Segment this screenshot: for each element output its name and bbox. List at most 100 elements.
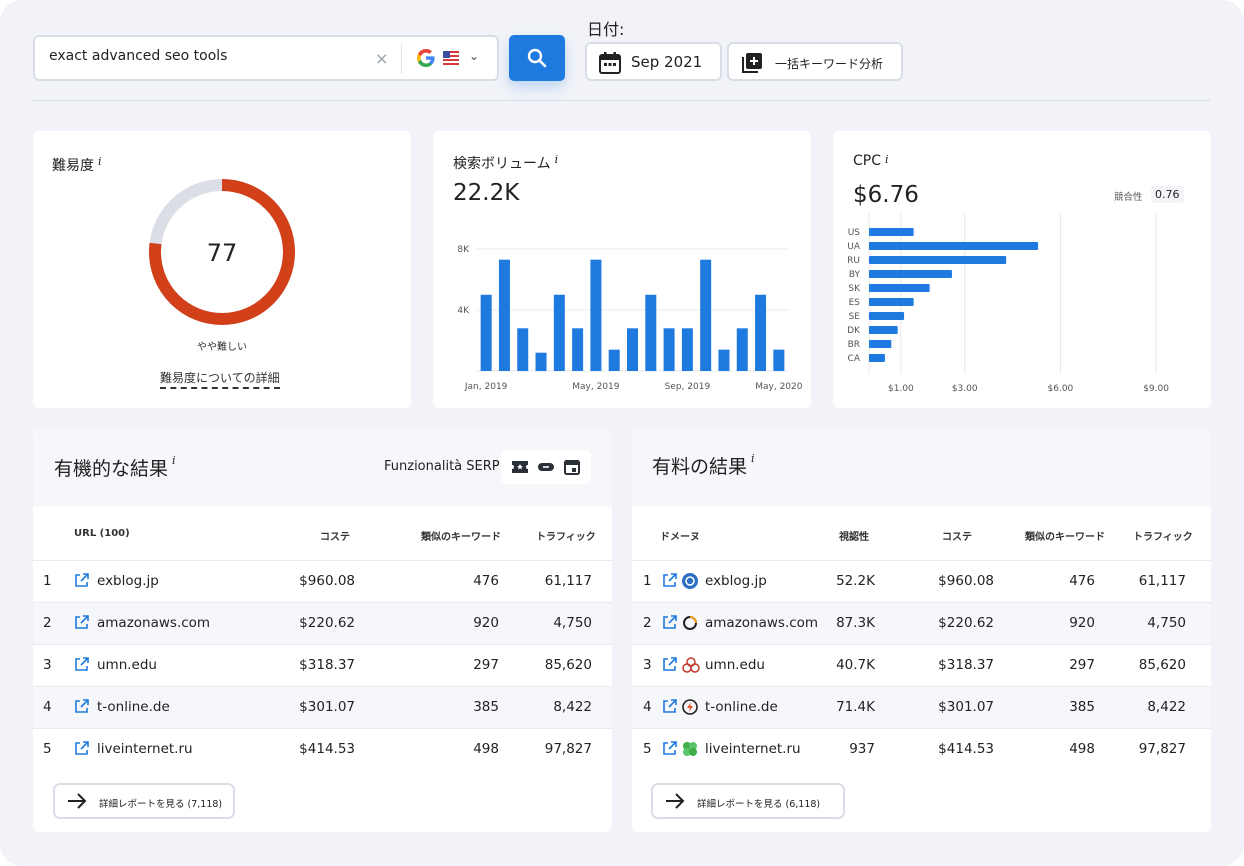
external-link-icon[interactable] (662, 657, 677, 672)
volume-bar[interactable] (755, 294, 767, 371)
table-row[interactable]: 3 umn.edu $318.37 297 85,620 (33, 644, 612, 686)
difficulty-details-link[interactable]: 難易度についての詳細 (160, 369, 280, 389)
domain-link[interactable]: liveinternet.ru (97, 741, 193, 757)
external-link-icon[interactable] (662, 699, 677, 714)
organic-report-button[interactable]: 詳細レポートを見る (7,118) (53, 783, 235, 819)
search-divider (401, 44, 402, 74)
col-cost[interactable]: コステ (942, 532, 972, 543)
external-link-icon[interactable] (662, 741, 677, 756)
info-icon[interactable]: i (751, 452, 755, 465)
volume-bar[interactable] (572, 328, 584, 371)
cpc-bar[interactable] (869, 312, 905, 320)
volume-bar[interactable] (498, 259, 510, 371)
cpc-title: CPC i (853, 153, 889, 169)
table-row[interactable]: 1 exblog.jp 52.2K $960.08 476 61,117 (632, 560, 1211, 602)
volume-bar[interactable] (608, 349, 620, 371)
paid-report-button[interactable]: 詳細レポートを見る (6,118) (651, 783, 845, 819)
cpc-bar[interactable] (869, 270, 952, 278)
x-tick-label: May, 2020 (755, 382, 803, 392)
info-icon[interactable]: i (98, 155, 102, 168)
volume-bar[interactable] (700, 259, 712, 371)
col-traffic[interactable]: トラフィック (536, 532, 596, 543)
table-row[interactable]: 4 t-online.de 71.4K $301.07 385 8,422 (632, 686, 1211, 728)
external-link-icon[interactable] (74, 741, 89, 756)
organic-results-card: 有機的な結果 i Funzionalità SERP: URL (100) コステ… (33, 428, 612, 832)
cpc-bar[interactable] (869, 256, 1007, 264)
link-icon[interactable] (537, 459, 555, 475)
volume-bar[interactable] (645, 294, 657, 371)
cpc-bar[interactable] (869, 326, 898, 334)
info-icon[interactable]: i (554, 153, 559, 166)
ticket-icon[interactable] (511, 459, 529, 475)
volume-bar[interactable] (663, 328, 675, 371)
volume-bar[interactable] (736, 328, 748, 371)
cpc-bar[interactable] (869, 228, 914, 236)
cell-cost: $220.62 (938, 615, 994, 631)
table-row[interactable]: 2 amazonaws.com $220.62 920 4,750 (33, 602, 612, 644)
volume-bar[interactable] (718, 349, 730, 371)
domain-link[interactable]: amazonaws.com (97, 615, 211, 631)
domain-link[interactable]: t-online.de (97, 699, 170, 715)
cell-cost: $318.37 (299, 657, 355, 673)
volume-bar[interactable] (590, 259, 602, 371)
table-row[interactable]: 5 liveinternet.ru $414.53 498 97,827 (33, 728, 612, 770)
cell-cost: $301.07 (938, 699, 994, 715)
col-similar[interactable]: 類似のキーワード (1025, 532, 1105, 543)
domain-link[interactable]: amazonaws.com (705, 615, 819, 631)
difficulty-level: やや難しい (197, 342, 247, 353)
cpc-chart: $1.00 $3.00 $6.00 $9.00 US UA RU BY SK ES SE DK BR CA (847, 213, 1169, 394)
gauge-fill (149, 179, 295, 325)
domain-link[interactable]: exblog.jp (705, 573, 767, 589)
table-row[interactable]: 5 liveinternet.ru 937 $414.53 498 97,827 (632, 728, 1211, 770)
bulk-keyword-button[interactable]: 一括キーワード分析 (727, 42, 903, 81)
search-button[interactable] (509, 35, 565, 81)
external-link-icon[interactable] (74, 699, 89, 714)
cpc-bar[interactable] (869, 354, 885, 362)
info-icon[interactable]: i (172, 454, 176, 467)
cpc-bar[interactable] (869, 242, 1039, 250)
col-traffic[interactable]: トラフィック (1133, 532, 1193, 543)
volume-bar[interactable] (553, 294, 565, 371)
volume-bar[interactable] (681, 328, 693, 371)
search-box[interactable]: × ⌄ (33, 35, 499, 81)
us-flag-icon[interactable] (443, 51, 459, 65)
chevron-down-icon[interactable]: ⌄ (469, 49, 480, 63)
col-visibility[interactable]: 視認性 (839, 532, 869, 543)
date-picker-button[interactable]: Sep 2021 (585, 42, 722, 81)
domain-link[interactable]: liveinternet.ru (705, 741, 801, 757)
clear-icon[interactable]: × (375, 49, 389, 68)
domain-link[interactable]: umn.edu (97, 657, 157, 673)
external-link-icon[interactable] (74, 657, 89, 672)
volume-bar[interactable] (517, 328, 529, 371)
external-link-icon[interactable] (662, 615, 677, 630)
cell-traffic: 85,620 (1138, 657, 1186, 673)
col-domain[interactable]: ドメーヌ (660, 532, 700, 543)
cpc-bar[interactable] (869, 298, 914, 306)
table-row[interactable]: 2 amazonaws.com 87.3K $220.62 920 4,750 (632, 602, 1211, 644)
difficulty-card: 難易度 i 77 やや難しい 難易度についての詳細 (33, 131, 411, 408)
info-icon[interactable]: i (885, 153, 889, 166)
volume-bar[interactable] (480, 294, 492, 371)
volume-bar[interactable] (535, 352, 547, 371)
external-link-icon[interactable] (74, 573, 89, 588)
cpc-bar[interactable] (869, 284, 930, 292)
external-link-icon[interactable] (74, 615, 89, 630)
search-input[interactable] (49, 48, 369, 64)
cpc-bar[interactable] (869, 340, 892, 348)
domain-link[interactable]: exblog.jp (97, 573, 159, 589)
external-link-icon[interactable] (662, 573, 677, 588)
col-url[interactable]: URL (100) (74, 528, 130, 539)
cell-visibility: 87.3K (836, 615, 875, 631)
google-icon[interactable] (417, 49, 435, 67)
domain-link[interactable]: t-online.de (705, 699, 778, 715)
table-row[interactable]: 4 t-online.de $301.07 385 8,422 (33, 686, 612, 728)
calendar-event-icon[interactable] (563, 459, 581, 475)
col-cost[interactable]: コステ (320, 532, 350, 543)
y-tick-label: US (848, 228, 861, 238)
col-similar[interactable]: 類似のキーワード (421, 532, 501, 543)
table-row[interactable]: 3 umn.edu 40.7K $318.37 297 85,620 (632, 644, 1211, 686)
table-row[interactable]: 1 exblog.jp $960.08 476 61,117 (33, 560, 612, 602)
volume-bar[interactable] (627, 328, 638, 371)
domain-link[interactable]: umn.edu (705, 657, 765, 673)
volume-bar[interactable] (773, 349, 785, 371)
